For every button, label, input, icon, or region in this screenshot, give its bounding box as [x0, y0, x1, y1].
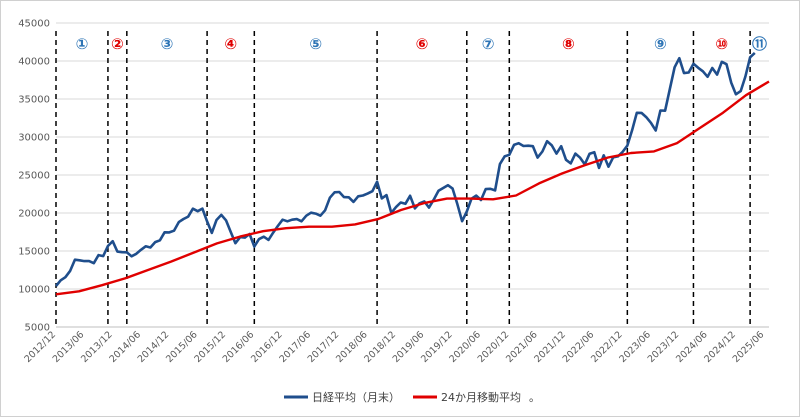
- series-line-24m-moving-average: [55, 80, 770, 296]
- phase-label: ⑨: [654, 35, 667, 53]
- phase-label: ③: [161, 35, 174, 53]
- y-tick-label: 15000: [18, 247, 50, 258]
- x-tick-label: 2025/06: [731, 329, 767, 365]
- y-tick-label: 45000: [18, 19, 50, 30]
- phase-label: ⑪: [752, 35, 767, 53]
- phase-label: ①: [76, 35, 89, 53]
- legend-dot: 。: [529, 391, 540, 404]
- y-tick-label: 20000: [18, 209, 50, 220]
- y-tick-label: 40000: [18, 57, 50, 68]
- legend-label-moving-average: 24か月移動平均: [441, 390, 521, 404]
- y-tick-label: 35000: [18, 95, 50, 106]
- y-tick-label: 10000: [18, 285, 50, 296]
- series-line-nikkei-monthly: [54, 51, 756, 287]
- phase-label: ⑧: [562, 35, 575, 53]
- phase-label: ②: [111, 35, 124, 53]
- y-tick-label: 5000: [25, 323, 50, 334]
- legend-label-nikkei: 日経平均（月末）: [312, 390, 400, 404]
- phase-label: ⑩: [715, 35, 728, 53]
- phase-label: ⑥: [416, 35, 429, 53]
- phase-label: ④: [224, 35, 237, 53]
- phase-label: ⑤: [309, 35, 322, 53]
- phase-label: ⑦: [482, 35, 495, 53]
- y-tick-label: 30000: [18, 133, 50, 144]
- y-tick-label: 25000: [18, 171, 50, 182]
